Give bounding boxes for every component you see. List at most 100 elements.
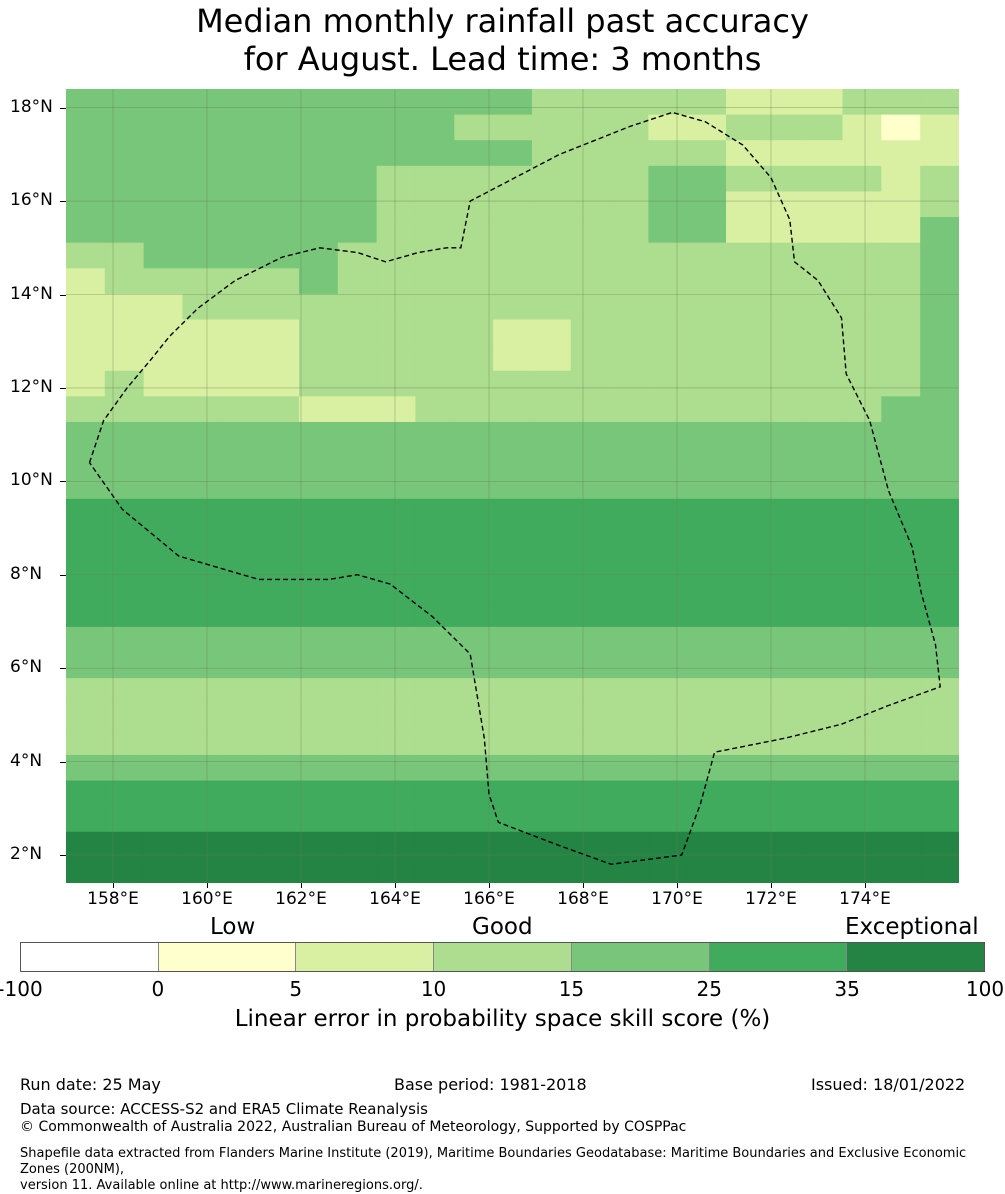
grid-cell — [143, 857, 184, 883]
grid-cell — [143, 780, 184, 807]
grid-cell — [376, 165, 417, 193]
lon-tick-label: 166°E — [463, 889, 515, 909]
grid-cell — [648, 114, 688, 141]
grid-cell — [648, 857, 688, 883]
grid-cell — [298, 729, 339, 756]
colorbar-tick-label: 25 — [696, 977, 722, 1001]
grid-cell — [298, 191, 339, 218]
colorbar-tick-label: 0 — [151, 977, 165, 1001]
grid-cell — [609, 703, 649, 730]
grid-cell — [687, 626, 727, 654]
grid-cell — [842, 293, 882, 321]
grid-cell — [182, 293, 222, 321]
lon-tick-mark — [583, 883, 584, 888]
grid-cell — [609, 626, 649, 654]
shapefile-credit: Shapefile data extracted from Flanders M… — [20, 1146, 1005, 1194]
grid-cell — [337, 140, 378, 167]
grid-cell — [221, 550, 261, 577]
grid-cell — [687, 370, 727, 397]
grid-cell — [648, 831, 688, 858]
grid-cell — [881, 396, 921, 423]
grid-cell — [221, 498, 261, 526]
grid-cell — [764, 421, 805, 449]
grid-cell — [803, 754, 844, 782]
grid-cell — [803, 498, 844, 526]
grid-cell — [920, 140, 959, 167]
grid-cell — [842, 703, 882, 730]
grid-cell — [104, 370, 145, 397]
grid-cell — [609, 447, 649, 474]
grid-cell — [104, 524, 145, 551]
grid-cell — [648, 524, 688, 551]
grid-cell — [803, 780, 844, 807]
grid-cell — [415, 575, 455, 602]
grid-cell — [609, 421, 649, 449]
grid-cell — [104, 421, 145, 449]
grid-cell — [260, 729, 300, 756]
lon-tick-label: 162°E — [275, 889, 327, 909]
grid-cell — [648, 370, 688, 397]
grid-cell — [648, 345, 688, 372]
grid-cell — [182, 114, 222, 141]
grid-cell — [298, 831, 339, 858]
shapefile-credit-line-2: version 11. Available online at http://w… — [20, 1178, 423, 1193]
grid-cell — [221, 601, 261, 628]
grid-cell — [376, 396, 417, 423]
lat-tick-label: 6°N — [10, 657, 43, 678]
grid-cell — [570, 242, 611, 269]
grid-cell — [609, 370, 649, 397]
lat-tick-mark — [60, 387, 66, 389]
grid-cell — [570, 729, 611, 756]
grid-cell — [570, 524, 611, 551]
grid-cell — [609, 191, 649, 218]
grid-cell — [920, 601, 959, 628]
grid-cell — [764, 678, 805, 705]
grid-cell — [66, 524, 106, 551]
grid-cell — [337, 89, 378, 116]
grid-cell — [221, 293, 261, 321]
grid-cell — [376, 524, 417, 551]
grid-cell — [531, 242, 572, 269]
grid-cell — [570, 217, 611, 244]
colorbar-tick-label: 100 — [965, 977, 1005, 1001]
grid-cell — [298, 806, 339, 833]
grid-cell — [182, 345, 222, 372]
grid-cell — [260, 421, 300, 449]
grid-cell — [726, 857, 766, 883]
grid-cell — [143, 268, 184, 295]
grid-cell — [570, 345, 611, 372]
grid-cell — [493, 345, 533, 372]
grid-cell — [415, 447, 455, 474]
grid-cell — [143, 498, 184, 526]
grid-cell — [66, 191, 106, 218]
lat-tick-mark — [60, 481, 66, 483]
grid-cell — [221, 217, 261, 244]
grid-cell — [260, 806, 300, 833]
grid-cell — [764, 498, 805, 526]
grid-cell — [454, 370, 494, 397]
grid-cell — [260, 217, 300, 244]
grid-cell — [415, 601, 455, 628]
grid-cell — [66, 370, 106, 397]
grid-cell — [648, 601, 688, 628]
grid-cell — [842, 165, 882, 193]
colorbar-segment — [434, 943, 572, 971]
grid-cell — [337, 473, 378, 500]
eez-boundary — [88, 111, 941, 866]
grid-cell — [687, 754, 727, 782]
grid-cell — [337, 319, 378, 346]
grid-cell — [298, 601, 339, 628]
grid-cell — [764, 524, 805, 551]
grid-cell — [104, 831, 145, 858]
colorbar-segment — [21, 943, 159, 971]
colorbar-tick-label: 15 — [558, 977, 585, 1001]
grid-cell — [415, 806, 455, 833]
grid-cell — [842, 550, 882, 577]
grid-cell — [609, 831, 649, 858]
grid-cell — [221, 780, 261, 807]
grid-cell — [687, 217, 727, 244]
lat-tick-label: 18°N — [10, 96, 53, 117]
grid-cell — [337, 678, 378, 705]
grid-cell — [143, 678, 184, 705]
grid-cell — [493, 550, 533, 577]
